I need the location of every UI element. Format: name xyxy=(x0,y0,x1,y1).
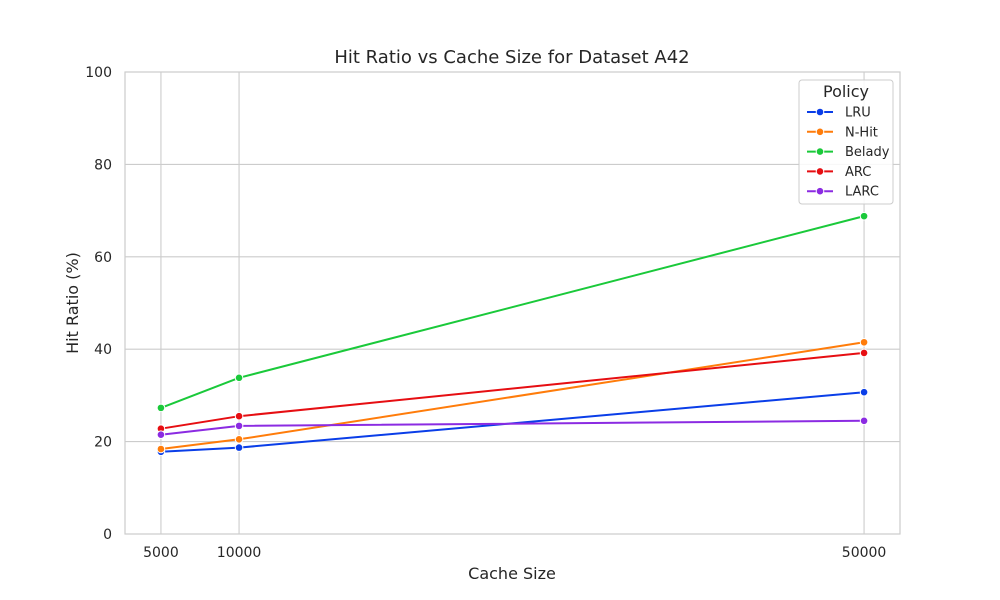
data-point xyxy=(234,411,244,421)
data-point xyxy=(859,416,869,426)
series-line xyxy=(160,341,865,450)
legend-label: N-Hit xyxy=(845,125,878,140)
data-point xyxy=(859,211,869,221)
y-tick-label: 40 xyxy=(94,342,112,358)
legend-title: Policy xyxy=(823,82,869,101)
legend-label: LARC xyxy=(845,185,879,200)
legend: Policy LRU N-Hit Belady ARC LARC xyxy=(798,79,894,205)
legend-item: ARC xyxy=(807,165,871,180)
data-point xyxy=(156,444,166,454)
y-axis-label: Hit Ratio (%) xyxy=(63,252,82,354)
data-point xyxy=(859,337,869,347)
plot-frame xyxy=(124,71,901,535)
series-line xyxy=(160,419,865,436)
legend-label: Belady xyxy=(845,145,890,160)
legend-label: ARC xyxy=(845,165,871,180)
legend-item: LARC xyxy=(807,185,879,200)
y-tick-label: 60 xyxy=(94,250,112,266)
series-larc xyxy=(156,416,869,439)
legend-swatch-marker xyxy=(815,127,825,137)
series-arc xyxy=(156,348,869,433)
legend-swatch-marker xyxy=(815,167,825,176)
legend-swatch-marker xyxy=(815,147,825,156)
data-point xyxy=(234,434,244,444)
y-tick-label: 100 xyxy=(85,65,112,81)
series-layer xyxy=(156,211,869,457)
data-point xyxy=(234,421,244,431)
series-line xyxy=(160,351,865,430)
data-point xyxy=(234,443,244,452)
series-line xyxy=(160,215,865,409)
legend-item: N-Hit xyxy=(807,125,878,140)
series-n-hit xyxy=(156,337,869,454)
y-tick-label: 80 xyxy=(94,157,112,173)
x-axis-label: Cache Size xyxy=(468,564,556,583)
grid xyxy=(125,72,900,534)
x-tick-label: 5000 xyxy=(143,545,179,561)
x-tick-label: 50000 xyxy=(842,545,887,561)
y-tick-label: 0 xyxy=(103,527,112,543)
legend-item: LRU xyxy=(807,106,871,121)
series-belady xyxy=(156,211,869,413)
data-point xyxy=(156,430,166,439)
legend-swatch-marker xyxy=(815,107,825,117)
x-tick-label: 10000 xyxy=(217,545,262,561)
chart-title: Hit Ratio vs Cache Size for Dataset A42 xyxy=(334,47,689,68)
legend-item: Belady xyxy=(807,145,890,160)
data-point xyxy=(859,348,869,358)
y-tick-label: 20 xyxy=(94,435,112,451)
data-point xyxy=(234,373,244,383)
data-point xyxy=(156,403,166,413)
data-point xyxy=(859,387,869,397)
legend-label: LRU xyxy=(845,106,871,121)
tick-labels: 0 20 40 60 80 100 5000 10000 50000 xyxy=(85,65,886,561)
legend-swatch-marker xyxy=(815,186,825,196)
